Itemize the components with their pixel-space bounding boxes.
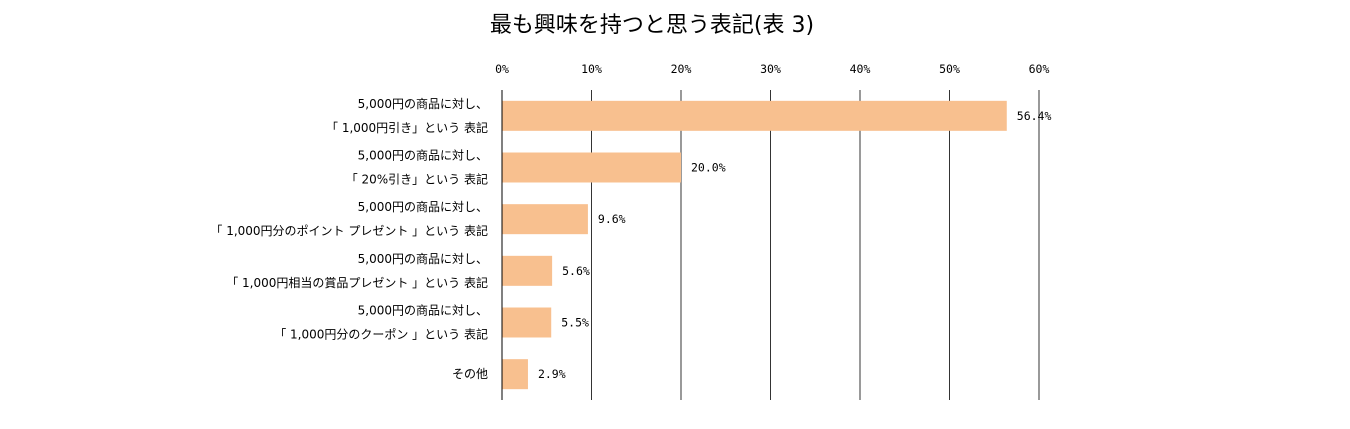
category-label: 「 1,000円分のポイント プレゼント 」という 表記 — [210, 223, 488, 238]
bar — [502, 255, 553, 286]
x-tick-label: 50% — [939, 62, 960, 76]
category-label: 5,000円の商品に対し、 — [358, 199, 488, 214]
category-label: 「 1,000円分のクーポン 」という 表記 — [274, 327, 488, 342]
x-tick-label: 30% — [760, 62, 781, 76]
bar — [502, 307, 552, 338]
x-tick-label: 20% — [671, 62, 692, 76]
bar — [502, 359, 528, 390]
bar-value-label: 9.6% — [598, 212, 626, 226]
category-labels: 5,000円の商品に対し、「 1,000円引き」という 表記5,000円の商品に… — [210, 96, 488, 381]
category-label: 「 1,000円相当の賞品プレゼント 」という 表記 — [226, 275, 488, 290]
category-label: 5,000円の商品に対し、 — [358, 251, 488, 266]
bar — [502, 204, 588, 235]
gridlines — [591, 90, 1040, 400]
category-label: 「 20%引き」という 表記 — [346, 172, 488, 187]
chart-title: 最も興味を持つと思う表記(表 3) — [490, 13, 814, 38]
category-label: 5,000円の商品に対し、 — [358, 148, 488, 163]
bar — [502, 100, 1007, 131]
category-label: その他 — [452, 367, 488, 381]
category-label: 「 1,000円引き」という 表記 — [326, 120, 488, 135]
bar — [502, 152, 681, 183]
x-tick-label: 60% — [1029, 62, 1050, 76]
x-tick-label: 10% — [581, 62, 602, 76]
category-label: 5,000円の商品に対し、 — [358, 303, 488, 318]
bars — [502, 100, 1007, 390]
bar-value-label: 5.6% — [562, 264, 590, 278]
x-axis-ticks: 0% 10% 20% 30% 40% 50% 60% — [495, 62, 1049, 76]
bar-value-label: 2.9% — [538, 367, 566, 381]
bar-value-label: 5.5% — [561, 316, 589, 330]
x-tick-label: 0% — [495, 62, 509, 76]
bar-value-label: 56.4% — [1017, 109, 1052, 123]
category-label: 5,000円の商品に対し、 — [358, 96, 488, 111]
value-labels: 56.4% 20.0% 9.6% 5.6% 5.5% 2.9% — [538, 109, 1052, 381]
bar-value-label: 20.0% — [691, 161, 726, 175]
x-tick-label: 40% — [850, 62, 871, 76]
